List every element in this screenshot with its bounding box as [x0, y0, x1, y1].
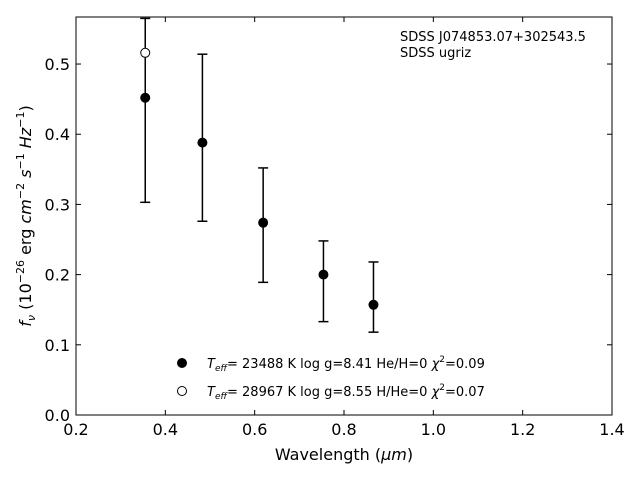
- x-axis-label: Wavelength (μm): [275, 445, 413, 464]
- y-axis-ticks: 0.0 0.1 0.2 0.3 0.4 0.5: [45, 55, 612, 425]
- annotation-title: SDSS J074853.07+302543.5: [400, 30, 586, 45]
- y-tick-label: 0.3: [45, 195, 70, 214]
- x-tick-label: 1.2: [510, 420, 535, 439]
- x-tick-label: 0.4: [153, 420, 178, 439]
- legend: Teff= 23488 K log g=8.41 He/H=0 χ2=0.09 …: [177, 355, 485, 402]
- y-axis-label: fν (10−26 erg cm−2 s−1 Hz−1): [14, 105, 38, 326]
- x-tick-label: 1.4: [599, 420, 624, 439]
- y-tick-label: 0.2: [45, 266, 70, 285]
- x-axis-ticks: 0.2 0.4 0.6 0.8 1.0 1.2 1.4: [63, 17, 625, 439]
- legend-entry-open: Teff= 28967 K log g=8.55 H/He=0 χ2=0.07: [207, 383, 485, 402]
- data-point-filled: [258, 217, 269, 228]
- data-point-filled: [368, 299, 379, 310]
- data-points: [140, 47, 379, 310]
- x-tick-label: 1.0: [421, 420, 446, 439]
- x-tick-label: 0.8: [331, 420, 356, 439]
- y-tick-label: 0.5: [45, 55, 70, 74]
- annotation-subtitle: SDSS ugriz: [400, 46, 471, 61]
- x-tick-label: 0.6: [242, 420, 267, 439]
- legend-entry-filled: Teff= 23488 K log g=8.41 He/H=0 χ2=0.09: [207, 355, 485, 374]
- data-point-filled: [318, 269, 329, 280]
- x-tick-label: 0.2: [63, 420, 88, 439]
- plot-frame: [75, 16, 613, 416]
- y-tick-label: 0.0: [45, 406, 70, 425]
- y-tick-label: 0.1: [45, 336, 70, 355]
- data-point-open: [140, 47, 151, 58]
- legend-marker-open: [177, 386, 187, 396]
- data-point-filled: [140, 92, 151, 103]
- error-bars: [140, 17, 379, 333]
- y-tick-label: 0.4: [45, 125, 70, 144]
- legend-marker-filled: [177, 358, 187, 368]
- data-point-filled: [197, 137, 208, 148]
